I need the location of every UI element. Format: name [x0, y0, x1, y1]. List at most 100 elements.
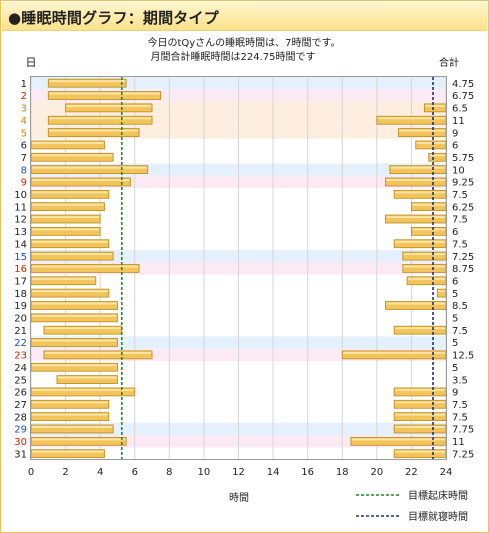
sleep-bar-highlight	[32, 450, 104, 453]
sleep-bar-highlight	[32, 141, 104, 144]
legend-label-2: 目標就寝時間	[408, 510, 468, 523]
day-total-label: 7.5	[452, 326, 468, 337]
sleep-bar-highlight	[32, 191, 108, 194]
day-label: 21	[14, 326, 27, 337]
day-label: 19	[14, 301, 27, 312]
sleep-bar-highlight	[32, 253, 113, 256]
day-label: 27	[14, 400, 27, 411]
sleep-bar-highlight	[395, 426, 445, 428]
sleep-bar-highlight	[377, 117, 445, 120]
day-label: 7	[21, 153, 27, 164]
sleep-bar-day-25-1	[56, 375, 118, 384]
sleep-bar-highlight	[395, 450, 445, 453]
day-total-label: 7.5	[452, 412, 468, 423]
sleep-bar-highlight	[66, 104, 152, 107]
day-total-label: 7.25	[452, 449, 474, 460]
sleep-bar-day-5-1	[47, 128, 140, 137]
sleep-bar-highlight	[49, 129, 139, 132]
day-label: 4	[21, 116, 27, 127]
day-total-label: 5	[452, 363, 458, 374]
sleep-bar-highlight	[399, 129, 445, 132]
day-total-label: 6	[452, 276, 458, 287]
sleep-bar-highlight	[386, 179, 445, 181]
x-tick-label: 18	[336, 467, 349, 478]
day-label: 8	[21, 165, 27, 176]
sleep-bars	[30, 78, 447, 459]
day-total-label: 11	[452, 437, 465, 448]
day-total-label: 7.5	[452, 215, 468, 226]
day-label: 3	[21, 104, 27, 115]
sleep-bar-highlight	[403, 253, 445, 256]
day-label: 2	[21, 91, 27, 102]
sleep-bar-highlight	[32, 401, 108, 404]
sleep-bar-highlight	[412, 203, 445, 206]
sleep-bar-highlight	[32, 413, 108, 416]
sleep-bar-highlight	[395, 191, 445, 194]
subtitle-line-1: 今日のtQyさんの睡眠時間は、7時間です。	[147, 36, 340, 49]
day-total-label: 8.75	[452, 264, 474, 275]
sleep-bar-highlight	[32, 438, 126, 441]
day-total-label: 5	[452, 314, 458, 325]
x-tick-label: 2	[62, 467, 68, 478]
sleep-bar-highlight	[438, 290, 445, 293]
sleep-bar-highlight	[32, 290, 108, 293]
day-label: 14	[14, 239, 27, 250]
x-tick-label: 24	[440, 467, 453, 478]
sleep-bar-highlight	[32, 228, 100, 231]
sleep-bar-highlight	[32, 364, 117, 367]
plot-area-border	[30, 76, 447, 460]
x-tick-label: 22	[405, 467, 418, 478]
sleep-bar-highlight	[386, 216, 445, 219]
sleep-bar-highlight	[32, 203, 104, 206]
sleep-bar-highlight	[395, 413, 445, 416]
sleep-bar-highlight	[32, 426, 113, 428]
sleep-bar-highlight	[32, 388, 134, 391]
sleep-bar-highlight	[386, 302, 445, 305]
sleep-bar-highlight	[425, 104, 445, 107]
y-axis-label: 日	[26, 56, 37, 69]
sleep-bar-highlight	[390, 166, 445, 169]
sleep-bar-highlight	[49, 80, 126, 83]
sleep-bar-highlight	[32, 154, 113, 157]
sleep-bar-highlight	[32, 302, 117, 305]
day-label: 29	[14, 425, 27, 436]
x-axis-label: 時間	[229, 492, 249, 504]
sleep-bar-highlight	[32, 240, 108, 243]
day-label: 23	[14, 351, 27, 362]
day-total-label: 6	[452, 141, 458, 152]
sleep-bar-day-3-1	[65, 103, 153, 113]
day-total-label: 9	[452, 128, 458, 139]
x-tick-label: 20	[370, 467, 383, 478]
sleep-bar-highlight	[403, 265, 445, 268]
sleep-bar-highlight	[408, 277, 445, 280]
day-label: 6	[21, 141, 27, 152]
x-tick-labels: 0 2 4 6 8 10 12 14 16 18 20 22 24	[28, 467, 453, 478]
sleep-bar-highlight	[395, 388, 445, 391]
sleep-bar-highlight	[57, 376, 117, 379]
x-tick-label: 6	[132, 467, 138, 478]
day-label: 16	[14, 264, 27, 275]
x-tick-label: 4	[97, 467, 103, 478]
sleep-bar-highlight	[49, 117, 152, 120]
x-tick-label: 10	[198, 467, 211, 478]
day-total-label: 7.5	[452, 190, 468, 201]
sleep-bar-highlight	[343, 351, 445, 354]
day-label: 24	[14, 363, 27, 374]
sleep-bar-highlight	[395, 327, 445, 330]
day-label: 10	[14, 190, 27, 201]
total-labels: 4.756.756.511965.75109.257.56.257.567.57…	[452, 79, 474, 461]
sleep-bar-highlight	[32, 179, 130, 181]
sleep-bar-day-23-1	[43, 350, 153, 360]
day-label: 31	[14, 449, 27, 460]
day-total-label: 8.5	[452, 301, 468, 312]
sleep-bar-highlight	[395, 401, 445, 404]
total-column-label: 合計	[439, 56, 459, 69]
day-label: 28	[14, 412, 27, 423]
day-label: 26	[14, 388, 27, 399]
day-total-label: 6.5	[452, 104, 468, 115]
day-total-label: 7.5	[452, 400, 468, 411]
day-label: 1	[21, 79, 27, 90]
